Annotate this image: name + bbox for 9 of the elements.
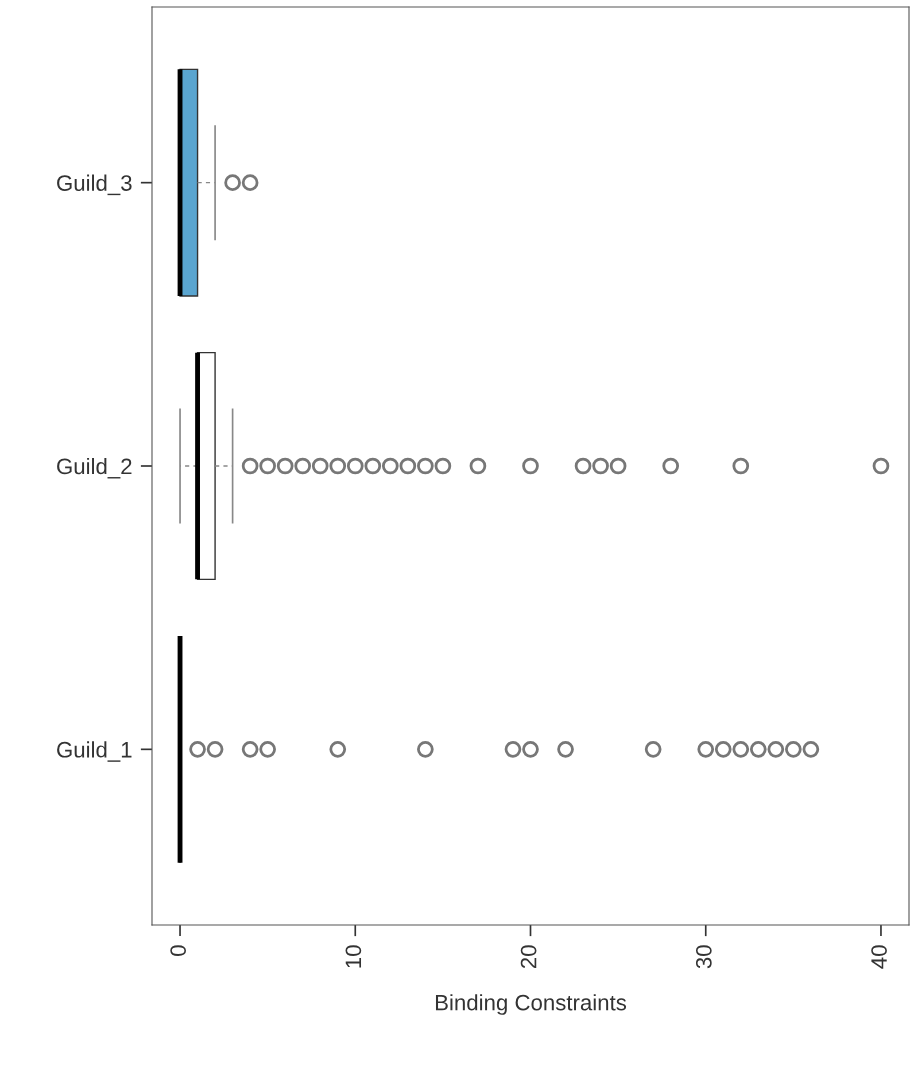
- y-tick-label: Guild_2: [57, 457, 132, 479]
- y-tick-label: Guild_1: [57, 741, 132, 762]
- x-tick-label: 30: [695, 945, 712, 969]
- x-tick-label: 20: [520, 945, 537, 969]
- x-tick-label: 0: [170, 945, 186, 956]
- x-tick-label: 40: [871, 945, 887, 969]
- x-tick-label: 10: [345, 945, 362, 968]
- y-tick-label: Guild_3: [57, 174, 132, 196]
- x-axis-title: Binding Constraints: [435, 994, 627, 1015]
